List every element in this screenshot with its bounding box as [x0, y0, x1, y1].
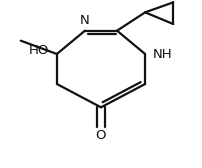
Text: O: O: [96, 129, 106, 142]
Text: N: N: [80, 13, 90, 27]
Text: NH: NH: [153, 48, 173, 60]
Text: HO: HO: [28, 44, 49, 57]
